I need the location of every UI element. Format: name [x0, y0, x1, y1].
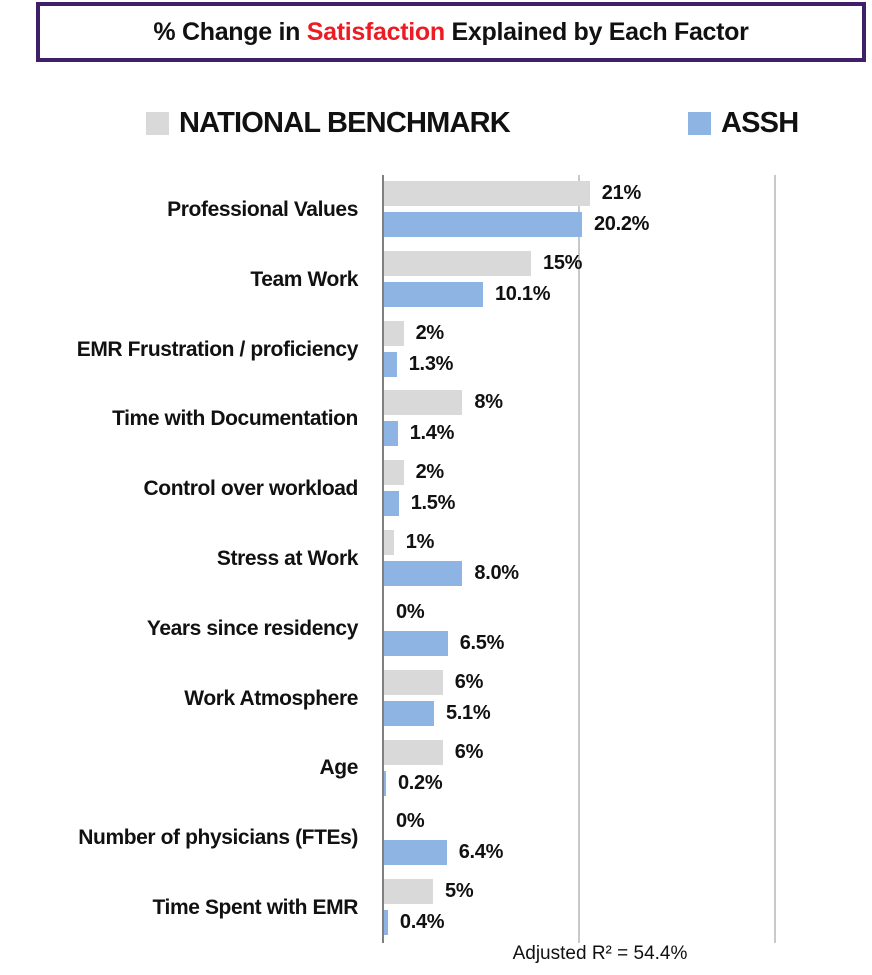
assh-bar [384, 421, 398, 447]
category-label: Time with Documentation [112, 407, 358, 431]
national-benchmark-swatch-icon [146, 111, 169, 135]
benchmark-value-label: 21% [601, 182, 641, 204]
benchmark-value-label: 1% [405, 531, 435, 554]
category-label: Years since residency [146, 616, 358, 640]
assh-value-label: 1.3% [408, 352, 454, 375]
national-benchmark-legend-label: NATIONAL BENCHMARK [179, 106, 511, 139]
benchmark-value-label: 0% [396, 600, 425, 623]
category-label: Work Atmosphere [184, 686, 358, 710]
benchmark-value-label: 0% [396, 810, 425, 833]
benchmark-value-label: 2% [415, 461, 445, 484]
assh-value-label: 0.4% [399, 911, 445, 934]
assh-bar [384, 351, 397, 377]
category-label: Team Work [250, 267, 358, 291]
gridline-20pct [578, 175, 580, 943]
benchmark-bar [384, 530, 394, 556]
benchmark-value-label: 2% [415, 321, 445, 344]
assh-value-label: 6.4% [458, 841, 504, 864]
y-axis-line [382, 175, 384, 943]
benchmark-bar [384, 250, 531, 276]
benchmark-value-label: 6% [454, 670, 484, 693]
category-label: Stress at Work [216, 546, 358, 570]
assh-value-label: 20.2% [593, 213, 650, 235]
assh-bar [384, 491, 399, 517]
title-prefix: % Change in [153, 17, 307, 46]
adjusted-r-squared-note: Adjusted R² = 54.4% [512, 943, 688, 964]
bar-chart: Professional Values 21% 20.2% Team Work 15% 1… [0, 175, 872, 943]
gridline-40pct [774, 175, 776, 943]
assh-value-label: 5.1% [445, 701, 491, 724]
category-label: Control over workload [143, 477, 359, 501]
benchmark-value-label: 5% [445, 880, 474, 903]
assh-bar [384, 630, 448, 656]
benchmark-value-label: 6% [454, 740, 484, 763]
category-label: Professional Values [167, 197, 358, 221]
assh-value-label: 1.4% [409, 422, 455, 445]
benchmark-bar [384, 669, 443, 695]
assh-swatch-icon [688, 111, 711, 135]
assh-value-label: 0.2% [397, 771, 443, 794]
assh-value-label: 8.0% [474, 562, 519, 585]
legend-item-assh: ASSH [688, 106, 799, 139]
assh-bar [384, 700, 434, 726]
category-label: Number of physicians (FTEs) [78, 826, 358, 850]
benchmark-bar [384, 460, 404, 486]
benchmark-value-label: 15% [543, 251, 583, 274]
assh-bar [384, 840, 447, 866]
assh-value-label: 6.5% [459, 631, 505, 654]
assh-value-label: 10.1% [494, 282, 551, 305]
assh-legend-label: ASSH [721, 106, 799, 139]
benchmark-bar [384, 739, 443, 765]
assh-bar [384, 212, 582, 237]
category-label: Time Spent with EMR [152, 896, 358, 920]
assh-bar [384, 770, 386, 796]
benchmark-bar [384, 320, 404, 346]
title-highlight: Satisfaction [306, 17, 445, 46]
benchmark-bar [384, 879, 433, 905]
legend-item-national-benchmark: NATIONAL BENCHMARK [146, 106, 511, 139]
assh-bar [384, 561, 463, 587]
benchmark-value-label: 8% [474, 391, 503, 414]
category-label: Age [319, 756, 359, 780]
benchmark-bar [384, 181, 590, 206]
benchmark-bar [384, 390, 463, 416]
assh-bar [384, 281, 483, 307]
assh-bar [384, 910, 388, 936]
chart-title-box: % Change in Satisfaction Explained by Ea… [36, 2, 866, 62]
category-label: EMR Frustration / proficiency [76, 337, 359, 361]
assh-value-label: 1.5% [410, 492, 456, 515]
title-suffix: Explained by Each Factor [444, 17, 749, 46]
chart-title: % Change in Satisfaction Explained by Ea… [153, 18, 748, 47]
